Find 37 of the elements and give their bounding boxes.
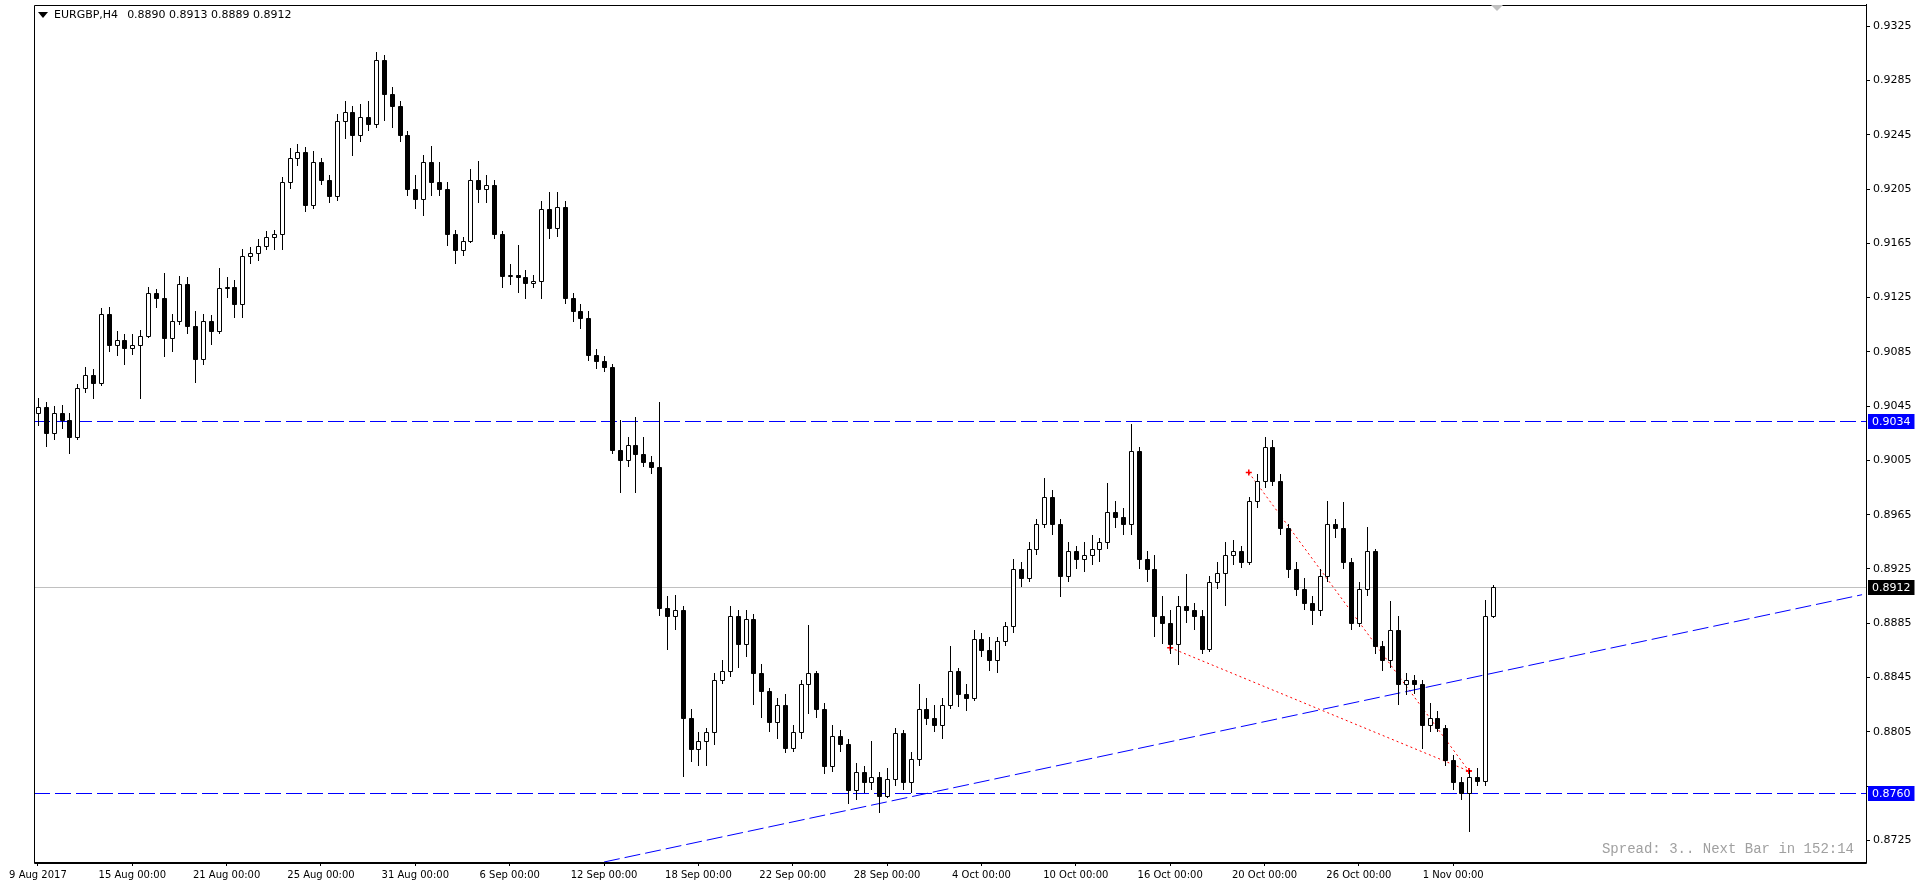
y-tick-label: 0.9205	[1873, 181, 1912, 195]
x-tick-label: 26 Oct 00:00	[1326, 868, 1392, 880]
ref-line-label: 0.8760	[1872, 786, 1911, 800]
ref-line-label: 0.9034	[1872, 414, 1911, 428]
x-tick-label: 31 Aug 00:00	[381, 868, 450, 880]
y-tick-label: 0.8805	[1873, 724, 1912, 738]
x-tick-label: 4 Oct 00:00	[952, 868, 1011, 880]
x-tick-label: 25 Aug 00:00	[287, 868, 355, 880]
chart-title: EURGBP,H4	[54, 8, 119, 21]
y-tick-label: 0.9325	[1873, 19, 1912, 33]
x-tick-label: 16 Oct 00:00	[1137, 868, 1203, 880]
x-tick-label: 18 Sep 00:00	[665, 868, 732, 880]
x-tick-label: 12 Sep 00:00	[570, 868, 638, 880]
annotation: Spread: 3.. Next Bar in 152:14	[1601, 840, 1854, 857]
x-tick-label: 6 Sep 00:00	[479, 868, 540, 880]
y-tick-label: 0.8885	[1873, 616, 1912, 630]
y-tick-label: 0.9045	[1873, 398, 1912, 412]
x-tick-label: 1 Nov 00:00	[1422, 868, 1484, 880]
x-tick-label: 10 Oct 00:00	[1043, 868, 1109, 880]
x-tick-label: 22 Sep 00:00	[759, 868, 827, 880]
y-tick-label: 0.9085	[1873, 344, 1912, 358]
x-tick-label: 21 Aug 00:00	[192, 868, 261, 880]
y-tick-label: 0.9125	[1873, 290, 1912, 304]
x-tick-label: 9 Aug 2017	[9, 868, 67, 880]
y-tick-label: 0.8845	[1873, 670, 1912, 684]
y-tick-label: 0.9165	[1873, 236, 1912, 250]
y-tick-label: 0.9245	[1873, 127, 1912, 141]
ref-line-label: 0.8912	[1872, 580, 1911, 594]
chart-subtitle: 0.8890 0.8913 0.8889 0.8912	[127, 8, 292, 21]
y-tick-label: 0.9005	[1873, 453, 1912, 467]
y-tick-label: 0.8965	[1873, 507, 1912, 521]
x-tick-label: 20 Oct 00:00	[1231, 868, 1298, 880]
x-tick-label: 15 Aug 00:00	[98, 868, 166, 880]
y-tick-label: 0.9285	[1873, 73, 1912, 87]
y-tick-label: 0.8925	[1873, 561, 1912, 575]
y-tick-label: 0.8725	[1873, 833, 1912, 847]
x-tick-label: 28 Sep 00:00	[853, 868, 921, 880]
